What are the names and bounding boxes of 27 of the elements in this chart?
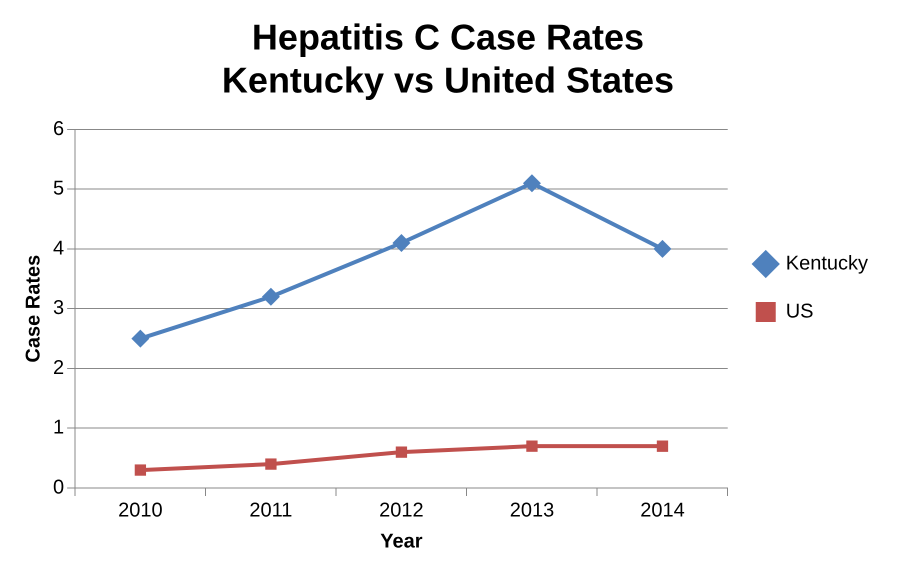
y-tick-label: 3 bbox=[53, 297, 64, 320]
y-tick-label: 5 bbox=[53, 178, 64, 200]
point bbox=[656, 440, 668, 452]
point bbox=[392, 234, 410, 252]
x-tick-label: 2013 bbox=[510, 500, 554, 522]
point bbox=[134, 464, 146, 476]
x-tick-label: 2010 bbox=[118, 500, 163, 522]
point bbox=[522, 174, 541, 192]
point bbox=[262, 288, 280, 306]
point bbox=[653, 240, 672, 258]
y-axis-title: Case Rates bbox=[22, 254, 45, 363]
point bbox=[131, 330, 150, 348]
chart-title: Hepatitis C Case Rates Kentucky vs United States bbox=[222, 16, 674, 101]
x-tick-label: 2014 bbox=[640, 500, 685, 522]
y-tick-label: 6 bbox=[53, 118, 64, 140]
x-tick-label: 2011 bbox=[249, 500, 292, 522]
legend-label: Kentucky bbox=[786, 252, 868, 275]
x-tick-label: 2012 bbox=[379, 500, 424, 522]
point bbox=[526, 440, 538, 452]
y-tick-label: 0 bbox=[53, 476, 64, 499]
y-tick-label: 1 bbox=[53, 416, 64, 439]
y-tick-label: 2 bbox=[53, 356, 64, 379]
point bbox=[396, 446, 408, 458]
legend-label: US bbox=[786, 300, 814, 323]
y-tick-label: 4 bbox=[53, 237, 64, 260]
point bbox=[265, 458, 277, 470]
x-axis-title: Year bbox=[380, 530, 423, 553]
